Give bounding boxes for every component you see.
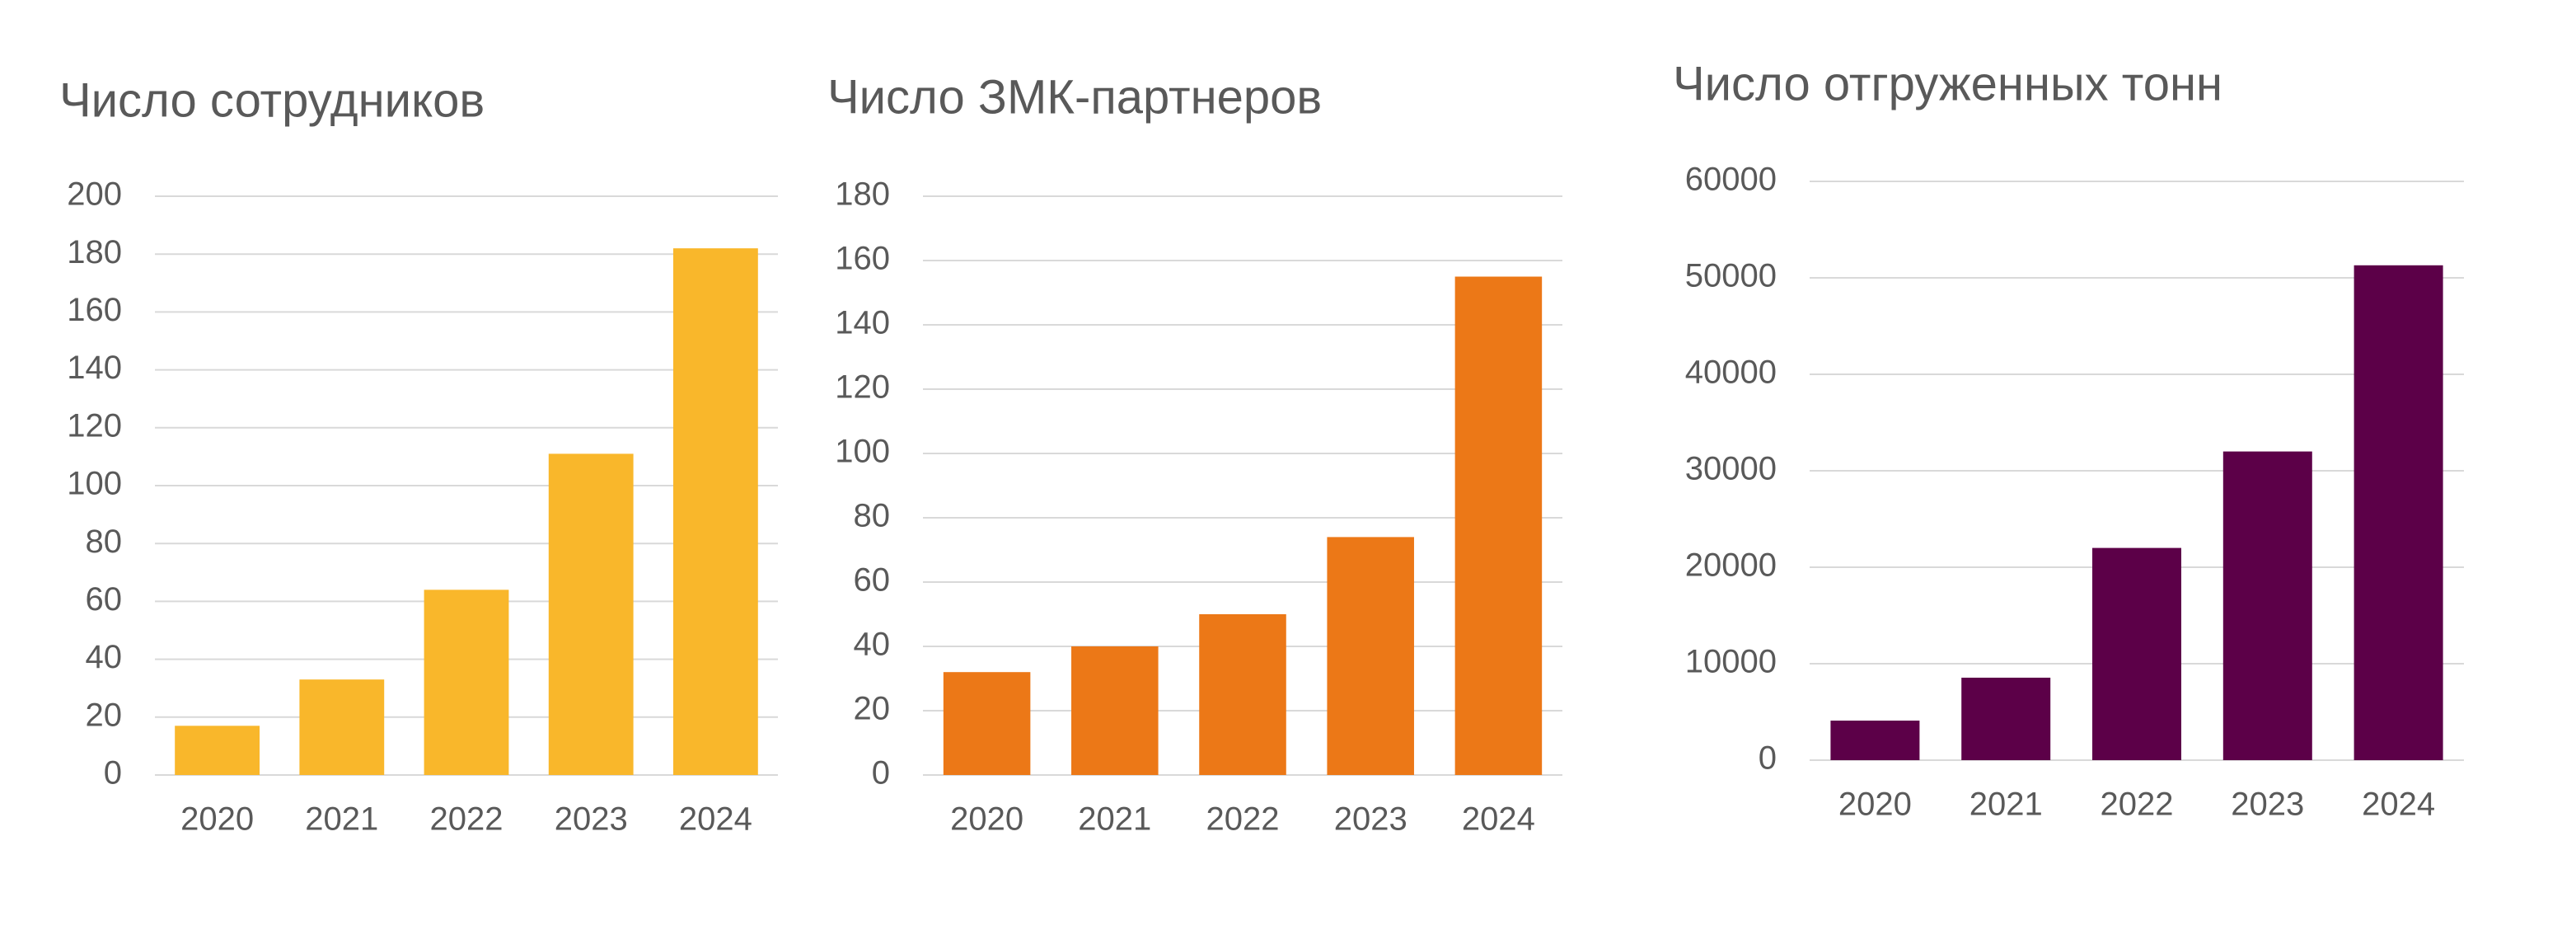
y-tick-label: 160 <box>67 292 122 328</box>
y-tick-label: 0 <box>104 755 122 791</box>
bar <box>2354 265 2443 760</box>
chart-title: Число ЗМК-партнеров <box>827 70 1322 124</box>
y-tick-label: 180 <box>835 176 890 213</box>
bar <box>548 453 634 775</box>
bar <box>1199 614 1286 775</box>
y-tick-label: 100 <box>67 466 122 502</box>
y-tick-label: 140 <box>835 305 890 341</box>
y-tick-label: 80 <box>854 498 891 534</box>
y-tick-label: 40000 <box>1685 355 1777 391</box>
y-tick-label: 60 <box>86 581 123 618</box>
y-tick-label: 0 <box>872 755 890 791</box>
x-tick-label: 2020 <box>180 801 254 838</box>
x-tick-label: 2022 <box>430 801 503 838</box>
bar <box>1830 721 1920 760</box>
x-tick-label: 2020 <box>1838 787 1912 823</box>
bar <box>672 248 758 775</box>
y-tick-label: 140 <box>67 350 122 386</box>
bar <box>2222 451 2312 760</box>
y-tick-label: 80 <box>86 524 123 560</box>
y-tick-label: 60000 <box>1685 162 1777 198</box>
x-tick-label: 2022 <box>1206 801 1280 838</box>
y-tick-label: 50000 <box>1685 258 1777 294</box>
x-tick-label: 2021 <box>1078 801 1151 838</box>
y-tick-label: 120 <box>835 369 890 406</box>
x-tick-label: 2024 <box>679 801 752 838</box>
y-tick-label: 200 <box>67 176 122 213</box>
bar <box>1961 677 2051 760</box>
y-tick-label: 40 <box>86 639 123 675</box>
y-tick-label: 40 <box>854 627 891 663</box>
y-tick-label: 10000 <box>1685 644 1777 680</box>
y-tick-label: 20 <box>86 697 123 733</box>
x-tick-label: 2021 <box>305 801 378 838</box>
chart-title: Число сотрудников <box>59 73 485 127</box>
y-tick-label: 0 <box>1759 740 1777 777</box>
x-tick-label: 2024 <box>2362 787 2435 823</box>
bar <box>1327 537 1414 775</box>
bar <box>424 589 509 775</box>
y-tick-label: 120 <box>67 407 122 444</box>
y-tick-label: 60 <box>854 562 891 599</box>
y-tick-label: 100 <box>835 434 890 470</box>
y-tick-label: 20000 <box>1685 547 1777 584</box>
bar <box>299 679 385 775</box>
bar <box>2092 547 2181 760</box>
bar <box>175 726 260 775</box>
x-tick-label: 2021 <box>1969 787 2043 823</box>
y-tick-label: 30000 <box>1685 451 1777 487</box>
y-tick-label: 160 <box>835 241 890 277</box>
bar <box>943 672 1031 775</box>
x-tick-label: 2024 <box>1462 801 1535 838</box>
x-tick-label: 2023 <box>2231 787 2304 823</box>
x-tick-label: 2022 <box>2101 787 2174 823</box>
bar <box>1454 276 1543 775</box>
x-tick-label: 2020 <box>950 801 1023 838</box>
chart-title: Число отгруженных тонн <box>1673 57 2222 110</box>
x-tick-label: 2023 <box>1334 801 1407 838</box>
y-tick-label: 180 <box>67 234 122 270</box>
bar <box>1071 646 1159 775</box>
y-tick-label: 20 <box>854 691 891 727</box>
x-tick-label: 2023 <box>555 801 628 838</box>
